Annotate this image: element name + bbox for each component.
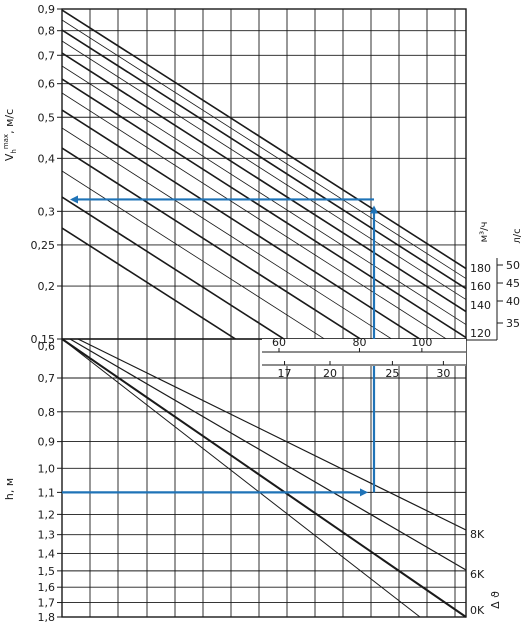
right-m3h-tick-label-0: 180	[470, 262, 491, 275]
flow-line-12	[62, 196, 286, 339]
top-right-unit-label-m3h: м³/ч	[479, 222, 490, 243]
bottom-y-tick-label-2: 0,8	[38, 406, 56, 419]
top-y-tick-label-8: 0,2	[38, 280, 56, 293]
top-panel-grid	[62, 9, 466, 339]
right-flow-axis-ticks: 180 160 140 120 50 45 40 35	[466, 258, 520, 341]
right-ls-tick-label-3: 35	[506, 317, 520, 330]
right-m3h-tick-label-2: 140	[470, 299, 491, 312]
series-label-2: 0K	[470, 604, 485, 617]
flow-line-6	[62, 78, 466, 339]
bottom-panel-temperature-lines	[61, 338, 467, 618]
flow-line-3	[62, 40, 466, 300]
flow-line-13	[62, 227, 237, 339]
top-y-axis-label: Vhmax, м/с	[2, 109, 18, 161]
flow-line-4	[62, 52, 466, 313]
flow-line-1	[62, 19, 466, 279]
flow-line-9	[62, 127, 393, 339]
bottom-y-tick-label-0: 0,6	[38, 340, 56, 353]
flow-line-0	[62, 9, 466, 270]
flow-m3h-tick-label-0: 60	[272, 336, 286, 349]
bottom-y-tick-label-7: 1,3	[38, 529, 56, 542]
bottom-y-tick-label-10: 1,6	[38, 581, 56, 594]
right-m3h-tick-label-3: 120	[470, 327, 491, 340]
flow-ls-tick-label-3: 30	[436, 367, 450, 380]
bottom-y-tick-label-5: 1,1	[38, 486, 56, 499]
top-panel-flow-lines	[62, 9, 466, 339]
flow-x-axis-ticks: 60 80 100 17 20 25 30	[262, 336, 466, 380]
bottom-y-tick-label-8: 1,4	[38, 547, 56, 560]
temperature-line-3	[61, 338, 421, 618]
top-y-tick-label-5: 0,4	[38, 152, 56, 165]
flow-ls-tick-label-0: 17	[278, 367, 292, 380]
bottom-y-axis-ticks: 0,6 0,7 0,8 0,9 1,0 1,1 1,2 1,3 1,4 1,5 1,6 1,71,8	[38, 338, 62, 623]
series-labels: 8K 6K 0K	[470, 528, 485, 617]
bottom-y-tick-label-4: 1,0	[38, 462, 56, 475]
bottom-y-tick-label-9: 1,5	[38, 565, 56, 578]
temperature-line-0	[77, 338, 467, 531]
top-y-tick-label-6: 0,3	[38, 205, 56, 218]
top-y-tick-label-4: 0,5	[38, 111, 56, 124]
flow-line-2	[62, 29, 466, 290]
top-y-tick-label-7: 0,25	[31, 239, 56, 252]
flow-m3h-tick-label-1: 80	[352, 336, 366, 349]
series-axis-label: Δ ϑ	[489, 591, 502, 609]
temperature-line-1	[69, 338, 467, 571]
top-y-tick-label-2: 0,7	[38, 49, 56, 62]
top-y-axis-ticks: 0,9 0,8 0,7 0,6 0,5 0,4 0,3 0,25 0,2 0,15	[31, 3, 62, 346]
bottom-y-tick-label-3: 0,9	[38, 436, 56, 449]
top-right-unit-label-ls: л/с	[512, 228, 523, 243]
series-label-0: 8K	[470, 528, 485, 541]
flow-ls-tick-label-1: 20	[323, 367, 337, 380]
bottom-y-tick-label-1: 0,7	[38, 372, 56, 385]
top-y-tick-label-3: 0,6	[38, 78, 56, 91]
top-y-tick-label-1: 0,8	[38, 25, 56, 38]
flow-line-11	[62, 170, 326, 339]
right-ls-tick-label-0: 50	[506, 259, 520, 272]
right-ls-tick-label-2: 40	[506, 295, 520, 308]
flow-line-7	[62, 92, 448, 339]
right-ls-tick-label-1: 45	[506, 277, 520, 290]
flow-ls-tick-label-2: 25	[385, 367, 399, 380]
flow-line-10	[62, 147, 362, 339]
bottom-y-axis-label: h, м	[3, 478, 16, 500]
right-m3h-tick-label-1: 160	[470, 280, 491, 293]
temperature-line-2	[61, 338, 467, 618]
bottom-y-tick-label-6: 1,2	[38, 508, 56, 521]
flow-m3h-tick-label-2: 100	[411, 336, 432, 349]
bottom-y-tick-label-11: 1,7	[38, 597, 56, 610]
bottom-y-tick-label-12: 1,8	[38, 611, 56, 623]
top-y-tick-label-9: 0,15	[31, 333, 56, 346]
top-y-tick-label-0: 0,9	[38, 3, 56, 16]
series-label-1: 6K	[470, 568, 485, 581]
flow-line-8	[62, 109, 422, 339]
flow-line-5	[62, 65, 466, 325]
